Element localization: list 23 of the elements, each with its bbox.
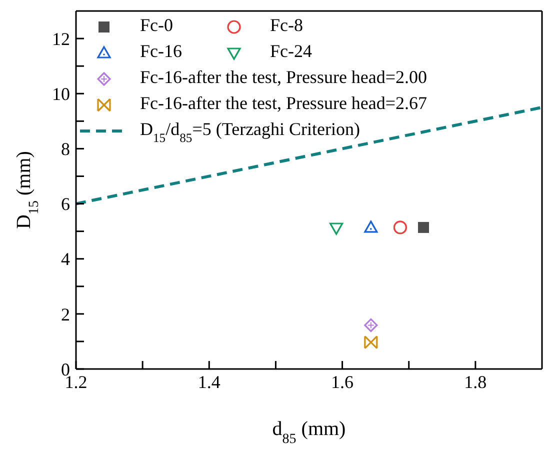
y-tick-label: 6	[61, 194, 70, 214]
y-tick-label: 4	[61, 249, 70, 270]
point	[364, 220, 378, 233]
point	[418, 222, 430, 233]
x-tick-label: 1.6	[331, 372, 354, 392]
y-tick-label: 12	[52, 28, 70, 49]
x-axis-title: d$_{85}$ (mm)	[272, 418, 346, 446]
point	[393, 220, 408, 234]
y-tick-label: 2	[61, 304, 70, 324]
point	[364, 335, 378, 350]
point	[364, 318, 378, 332]
legend-label: Fc-16	[140, 40, 182, 60]
x-tick-label: 1.8	[464, 372, 487, 392]
legend-label: Fc-16-after the test, Pressure head=2.00	[140, 66, 428, 86]
legend-label: Fc-24	[270, 40, 312, 60]
y-tick-label: 10	[52, 84, 70, 104]
legend-label: Fc-16-after the test, Pressure head=2.67	[140, 92, 428, 112]
point	[329, 222, 344, 235]
x-tick-label: 1.4	[198, 372, 220, 392]
legend-label: Fc-8	[270, 14, 303, 34]
y-tick-label: 8	[61, 139, 70, 160]
legend-label: Fc-0	[140, 14, 173, 34]
legend-label: D$_{15}$/d$_{85}$=5 (Terzaghi Criterion)	[140, 118, 360, 144]
